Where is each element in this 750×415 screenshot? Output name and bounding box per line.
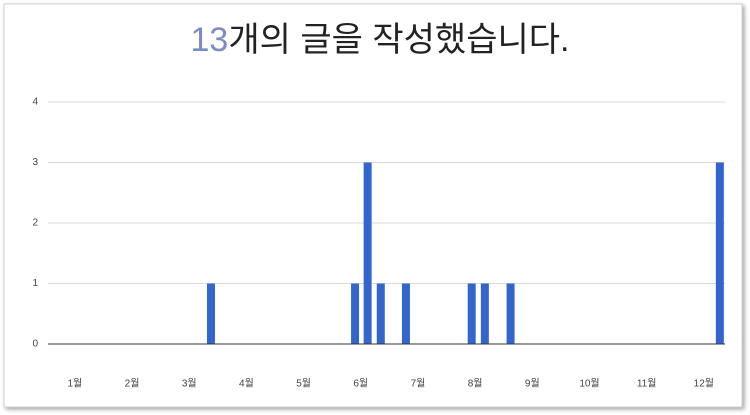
x-tick-label: 3월 <box>182 378 197 390</box>
x-tick-label: 5월 <box>296 378 311 390</box>
x-tick-label: 6월 <box>353 378 368 390</box>
x-tick-label: 1월 <box>67 378 82 390</box>
title-count: 13 <box>191 21 229 59</box>
x-tick-label: 4월 <box>239 378 254 390</box>
bar <box>715 162 724 344</box>
chart-title: 13개의 글을 작성했습니다. <box>191 21 570 59</box>
bar <box>506 283 515 344</box>
bar <box>467 283 476 344</box>
x-tick-label: 9월 <box>525 378 540 390</box>
bar <box>401 283 410 344</box>
frame <box>3 3 743 408</box>
y-tick-label: 4 <box>32 97 38 108</box>
x-tick-label: 7월 <box>411 378 426 390</box>
title-text: 개의 글을 작성했습니다. <box>228 21 569 59</box>
bar <box>363 162 372 344</box>
y-tick-label: 1 <box>32 278 38 289</box>
bar <box>480 283 489 344</box>
y-tick-label: 0 <box>32 339 38 350</box>
x-tick-label: 2월 <box>125 378 140 390</box>
x-tick-label: 10월 <box>579 378 599 390</box>
x-tick-label: 8월 <box>468 378 483 390</box>
bar <box>206 283 215 344</box>
y-tick-label: 2 <box>32 218 38 229</box>
bar <box>351 283 360 344</box>
bar <box>376 283 385 344</box>
x-tick-label: 11월 <box>637 378 657 390</box>
x-tick-label: 12월 <box>694 378 714 390</box>
y-tick-label: 3 <box>32 157 38 168</box>
